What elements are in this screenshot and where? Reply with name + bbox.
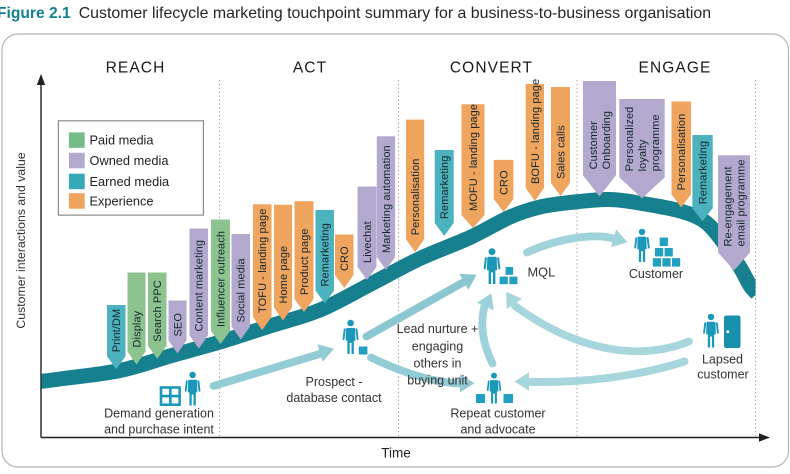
svg-text:CRO: CRO <box>339 246 351 271</box>
svg-text:Onboarding: Onboarding <box>601 111 613 170</box>
svg-text:Lapsed: Lapsed <box>702 353 743 367</box>
svg-text:customer: customer <box>697 368 748 382</box>
svg-text:Owned media: Owned media <box>90 153 170 168</box>
svg-text:Product page: Product page <box>299 228 311 295</box>
svg-text:Customer interactions and valu: Customer interactions and value <box>14 152 28 329</box>
svg-text:others in: others in <box>414 357 462 371</box>
svg-text:Personalisation: Personalisation <box>676 114 688 191</box>
svg-text:Content marketing: Content marketing <box>194 240 206 332</box>
svg-text:Social media: Social media <box>236 258 248 323</box>
svg-text:Customer: Customer <box>629 267 683 281</box>
svg-text:Customer lifecycle marketing t: Customer lifecycle marketing touchpoint … <box>79 5 711 22</box>
svg-text:MOFU - landing page: MOFU - landing page <box>468 104 480 211</box>
svg-text:and purchase intent: and purchase intent <box>104 423 214 437</box>
svg-text:and advocate: and advocate <box>460 423 535 437</box>
svg-text:Experience: Experience <box>90 193 154 208</box>
svg-text:Influencer outreach: Influencer outreach <box>215 231 227 327</box>
svg-text:MQL: MQL <box>528 265 556 280</box>
svg-text:Search PPC: Search PPC <box>152 280 164 342</box>
svg-text:CRO: CRO <box>498 170 510 195</box>
svg-text:Print/DM: Print/DM <box>111 309 123 353</box>
svg-text:Paid media: Paid media <box>90 133 155 148</box>
svg-text:BOFU - landing page: BOFU - landing page <box>530 79 542 184</box>
svg-text:Display: Display <box>131 310 143 347</box>
svg-text:loyalty: loyalty <box>637 139 649 171</box>
svg-text:Demand generation: Demand generation <box>104 407 214 421</box>
svg-text:CONVERT: CONVERT <box>450 60 533 77</box>
svg-text:SEO: SEO <box>172 313 184 337</box>
svg-text:Earned media: Earned media <box>90 174 171 189</box>
svg-text:Customer: Customer <box>588 121 600 170</box>
svg-text:Time: Time <box>381 446 411 461</box>
svg-text:Remarketing: Remarketing <box>439 156 451 219</box>
svg-text:email programme: email programme <box>735 159 747 246</box>
svg-text:Lead nurture +: Lead nurture + <box>397 322 479 336</box>
svg-text:TOFU - landing page: TOFU - landing page <box>257 209 269 313</box>
svg-text:database contact: database contact <box>286 391 382 405</box>
svg-text:ENGAGE: ENGAGE <box>639 60 712 77</box>
svg-text:Personalized: Personalized <box>624 107 636 172</box>
svg-text:Figure 2.1: Figure 2.1 <box>0 5 71 22</box>
svg-text:Remarketing: Remarketing <box>697 141 709 204</box>
svg-text:Remarketing: Remarketing <box>320 223 332 286</box>
svg-text:engaging: engaging <box>412 340 463 354</box>
svg-text:Home page: Home page <box>278 246 290 304</box>
svg-text:buying unit: buying unit <box>407 374 468 388</box>
svg-text:programme: programme <box>650 114 662 171</box>
svg-text:Marketing automation: Marketing automation <box>381 145 393 253</box>
svg-text:Livechat: Livechat <box>362 221 374 263</box>
svg-text:Personalisation: Personalisation <box>410 159 422 236</box>
svg-text:ACT: ACT <box>293 60 327 77</box>
svg-text:REACH: REACH <box>106 60 166 77</box>
svg-text:Sales calls: Sales calls <box>555 125 567 179</box>
svg-text:Repeat customer: Repeat customer <box>450 407 545 421</box>
svg-text:Re-engagement: Re-engagement <box>722 166 734 246</box>
svg-text:Prospect -: Prospect - <box>306 375 363 389</box>
